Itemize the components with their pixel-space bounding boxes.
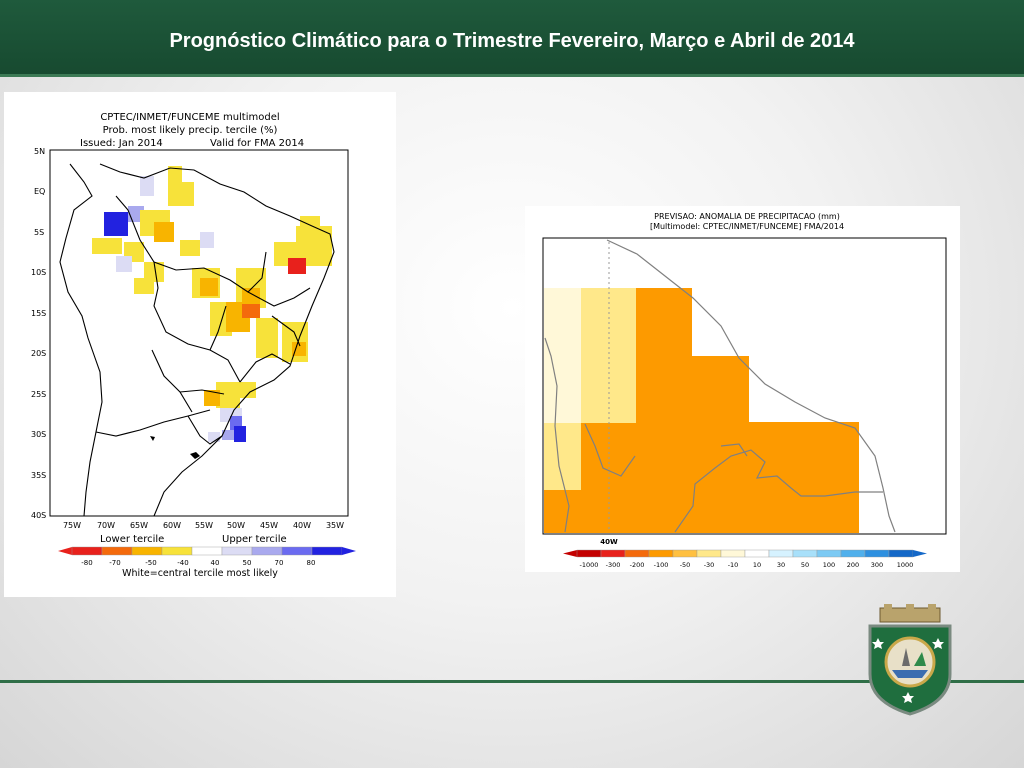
colorbar-swatch — [696, 549, 722, 558]
state-borders — [544, 239, 896, 533]
title-bar: Prognóstico Climático para o Trimestre F… — [0, 0, 1024, 77]
scale-value: 1000 — [897, 561, 914, 569]
colorbar-swatch — [101, 546, 133, 556]
south-america-outline — [59, 163, 335, 517]
scale-value: -10 — [728, 561, 739, 569]
scale-value: 80 — [307, 559, 316, 567]
map1-scale-values: -80 -70 -50 -40 40 50 70 80 — [81, 559, 315, 567]
scale-value: 200 — [847, 561, 859, 569]
colorbar-swatch — [744, 549, 770, 558]
slide-title: Prognóstico Climático para o Trimestre F… — [169, 30, 855, 52]
colorbar-swatch — [221, 546, 253, 556]
y-tick-25s: 25S — [31, 390, 46, 399]
colorbar-swatch — [600, 549, 626, 558]
y-tick-10s: 10S — [31, 268, 46, 277]
scale-value: 50 — [801, 561, 809, 569]
y-tick-30s: 30S — [31, 430, 46, 439]
x-tick-70w: 70W — [97, 521, 115, 530]
y-tick-eq: EQ — [34, 187, 45, 196]
colorbar-swatch — [816, 549, 842, 558]
colorbar-swatch — [864, 549, 890, 558]
y-tick-40s: 40S — [31, 511, 46, 520]
colorbar-swatch — [576, 549, 602, 558]
map1-footer: White=central tercile most likely — [122, 568, 278, 579]
scale-value: 40 — [211, 559, 220, 567]
colorbar-swatch — [648, 549, 674, 558]
x-tick-60w: 60W — [163, 521, 181, 530]
map1-colorbar — [58, 546, 356, 556]
scale-value: -50 — [680, 561, 691, 569]
footer-rule — [0, 680, 1024, 683]
scale-value: -200 — [630, 561, 645, 569]
lower-tercile-label: Lower tercile — [100, 534, 164, 545]
scale-value: 300 — [871, 561, 883, 569]
y-tick-35s: 35S — [31, 471, 46, 480]
tercile-probability-map: CPTEC/INMET/FUNCEME multimodel Prob. mos… — [4, 92, 396, 597]
scale-value: -300 — [606, 561, 621, 569]
scale-value: -100 — [654, 561, 669, 569]
x-tick-45w: 45W — [260, 521, 278, 530]
y-tick-15s: 15S — [31, 309, 46, 318]
map2-scale-values: -1000 -300 -200 -100 -50 -30 -10 10 30 5… — [580, 561, 914, 569]
map2-header-line2: [Multimodel: CPTEC/INMET/FUNCEME] FMA/20… — [650, 222, 844, 231]
x-tick-75w: 75W — [63, 521, 81, 530]
map2-header-line1: PREVISAO: ANOMALIA DE PRECIPITACAO (mm) — [654, 212, 840, 221]
x-tick-35w: 35W — [326, 521, 344, 530]
colorbar-swatch — [720, 549, 746, 558]
colorbar-arrow-low — [58, 547, 72, 555]
colorbar-swatch — [161, 546, 193, 556]
colorbar-arrow-low — [563, 550, 577, 557]
scale-value: -80 — [81, 559, 92, 567]
x-tick-50w: 50W — [227, 521, 245, 530]
scale-value: -50 — [145, 559, 156, 567]
scale-value: 50 — [243, 559, 252, 567]
precipitation-anomaly-map: PREVISAO: ANOMALIA DE PRECIPITACAO (mm) … — [525, 206, 960, 572]
anomaly-cells — [544, 288, 859, 533]
map2-x-tick-40w: 40W — [600, 538, 618, 546]
y-tick-20s: 20S — [31, 349, 46, 358]
colorbar-arrow-high — [913, 550, 927, 557]
map1-header-line2: Prob. most likely precip. tercile (%) — [103, 125, 278, 136]
colorbar-arrow-high — [342, 547, 356, 555]
colorbar-swatch — [251, 546, 283, 556]
scale-value: 30 — [777, 561, 785, 569]
scale-value: -30 — [704, 561, 715, 569]
colorbar-swatch — [191, 546, 223, 556]
map1-valid: Valid for FMA 2014 — [210, 138, 304, 149]
colorbar-swatch — [131, 546, 163, 556]
colorbar-swatch — [792, 549, 818, 558]
map1-issued: Issued: Jan 2014 — [80, 138, 163, 149]
map1-y-axis: 5N EQ 5S 10S 15S 20S 25S 30S 35S 40S — [31, 147, 46, 520]
y-tick-5s: 5S — [34, 228, 44, 237]
x-tick-40w: 40W — [293, 521, 311, 530]
scale-value: 70 — [275, 559, 284, 567]
scale-value: 10 — [753, 561, 761, 569]
state-coat-of-arms-logo — [862, 604, 958, 716]
scale-value: 100 — [823, 561, 835, 569]
x-tick-55w: 55W — [195, 521, 213, 530]
upper-tercile-label: Upper tercile — [222, 534, 287, 545]
colorbar-swatch — [840, 549, 866, 558]
colorbar-swatch — [768, 549, 794, 558]
y-tick-5n: 5N — [34, 147, 45, 156]
probability-cells — [92, 166, 332, 442]
colorbar-swatch — [624, 549, 650, 558]
colorbar-swatch — [888, 549, 914, 558]
map1-header-line1: CPTEC/INMET/FUNCEME multimodel — [100, 112, 279, 123]
colorbar-swatch — [281, 546, 313, 556]
colorbar-swatch — [71, 546, 103, 556]
x-tick-65w: 65W — [130, 521, 148, 530]
map1-x-axis: 75W 70W 65W 60W 55W 50W 45W 40W 35W — [63, 521, 344, 530]
scale-value: -1000 — [580, 561, 599, 569]
colorbar-swatch — [672, 549, 698, 558]
scale-value: -70 — [109, 559, 120, 567]
map2-colorbar — [563, 549, 927, 558]
scale-value: -40 — [177, 559, 188, 567]
colorbar-swatch — [311, 546, 343, 556]
